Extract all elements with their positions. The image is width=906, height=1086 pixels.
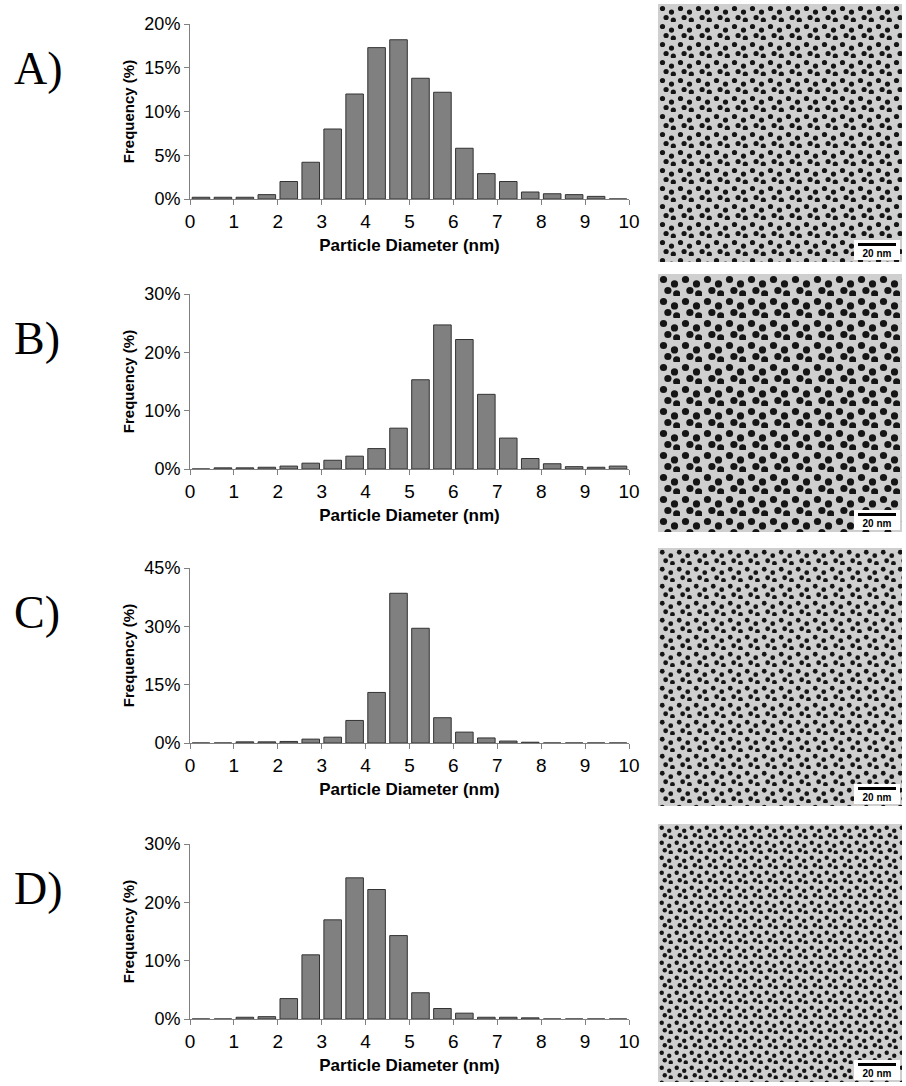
svg-text:2: 2 [273,211,284,232]
svg-text:Frequency (%): Frequency (%) [120,330,137,433]
svg-text:6: 6 [448,1031,459,1052]
svg-text:2: 2 [273,481,284,502]
svg-text:6: 6 [448,481,459,502]
svg-text:7: 7 [492,211,503,232]
svg-text:5: 5 [404,755,415,776]
svg-text:Particle Diameter (nm): Particle Diameter (nm) [319,780,499,799]
svg-text:10%: 10% [144,951,180,971]
html-text:C): C) [14,587,60,638]
svg-text:45%: 45% [144,558,180,578]
svg-text:0%: 0% [154,1009,180,1029]
svg-text:8: 8 [536,211,547,232]
svg-text:9: 9 [580,755,591,776]
svg-text:Particle Diameter (nm): Particle Diameter (nm) [319,1056,499,1075]
svg-text:8: 8 [536,1031,547,1052]
svg-text:0: 0 [185,1031,196,1052]
svg-text:6: 6 [448,211,459,232]
svg-text:4: 4 [360,1031,371,1052]
svg-text:7: 7 [492,1031,503,1052]
svg-text:1: 1 [229,211,240,232]
svg-text:20%: 20% [144,14,180,34]
svg-text:0%: 0% [154,189,180,209]
svg-text:4: 4 [360,481,371,502]
svg-text:4: 4 [360,211,371,232]
svg-text:5: 5 [404,1031,415,1052]
html-text:D): D) [14,863,63,914]
svg-text:10%: 10% [144,401,180,421]
svg-text:3: 3 [316,755,327,776]
svg-text:15%: 15% [144,58,180,78]
svg-text:Frequency (%): Frequency (%) [120,604,137,707]
svg-text:10: 10 [618,755,639,776]
svg-text:0: 0 [185,211,196,232]
svg-text:20 nm: 20 nm [863,1068,892,1079]
svg-text:4: 4 [360,755,371,776]
svg-text:7: 7 [492,755,503,776]
svg-text:10: 10 [618,211,639,232]
svg-text:Frequency (%): Frequency (%) [120,880,137,983]
svg-text:20%: 20% [144,343,180,363]
svg-text:9: 9 [580,481,591,502]
svg-text:5: 5 [404,481,415,502]
svg-text:30%: 30% [144,834,180,854]
svg-text:Particle Diameter (nm): Particle Diameter (nm) [319,506,499,525]
svg-text:1: 1 [229,755,240,776]
svg-text:30%: 30% [144,284,180,304]
svg-text:0%: 0% [154,733,180,753]
svg-text:20 nm: 20 nm [863,248,892,259]
html-text:A): A) [14,43,63,94]
svg-text:Frequency (%): Frequency (%) [120,60,137,163]
svg-text:5%: 5% [154,146,180,166]
svg-text:20 nm: 20 nm [863,518,892,529]
svg-text:1: 1 [229,1031,240,1052]
svg-text:10%: 10% [144,102,180,122]
svg-text:0: 0 [185,755,196,776]
svg-text:20%: 20% [144,893,180,913]
svg-text:5: 5 [404,211,415,232]
svg-text:8: 8 [536,481,547,502]
svg-text:7: 7 [492,481,503,502]
svg-text:3: 3 [316,481,327,502]
svg-text:30%: 30% [144,617,180,637]
svg-text:9: 9 [580,211,591,232]
svg-text:2: 2 [273,1031,284,1052]
svg-text:3: 3 [316,1031,327,1052]
svg-text:2: 2 [273,755,284,776]
svg-text:20 nm: 20 nm [863,792,892,803]
svg-text:3: 3 [316,211,327,232]
svg-text:0%: 0% [154,459,180,479]
svg-text:15%: 15% [144,675,180,695]
svg-text:9: 9 [580,1031,591,1052]
svg-text:8: 8 [536,755,547,776]
svg-text:6: 6 [448,755,459,776]
svg-text:1: 1 [229,481,240,502]
svg-text:0: 0 [185,481,196,502]
svg-text:10: 10 [618,1031,639,1052]
html-text:B): B) [14,313,60,364]
svg-text:10: 10 [618,481,639,502]
svg-text:Particle Diameter (nm): Particle Diameter (nm) [319,236,499,255]
